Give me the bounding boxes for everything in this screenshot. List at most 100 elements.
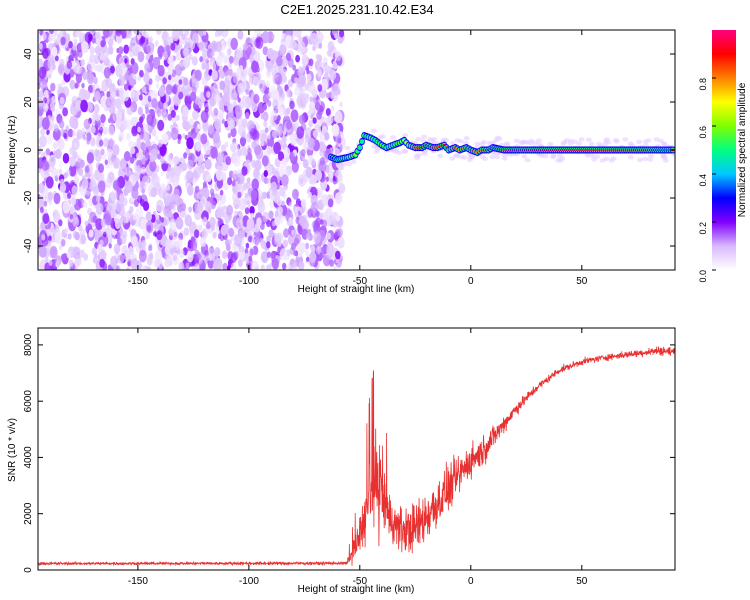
noise-speckle: [194, 69, 202, 82]
ridge-halo: [589, 153, 596, 159]
noise-speckle: [146, 257, 152, 266]
noise-speckle: [104, 200, 110, 208]
noise-speckle: [325, 217, 332, 227]
noise-speckle: [198, 30, 205, 37]
noise-speckle: [186, 250, 194, 263]
noise-speckle: [47, 191, 54, 201]
noise-speckle: [325, 92, 330, 99]
noise-speckle: [246, 222, 254, 235]
noise-speckle: [313, 231, 321, 244]
noise-speckle: [84, 220, 89, 227]
noise-speckle: [267, 134, 271, 140]
noise-speckle: [247, 147, 252, 155]
noise-speckle: [178, 261, 185, 270]
noise-speckle: [49, 246, 58, 259]
noise-speckle: [109, 65, 115, 74]
noise-speckle: [262, 111, 269, 122]
noise-speckle: [245, 89, 249, 95]
noise-speckle: [86, 152, 94, 164]
noise-speckle: [128, 48, 135, 58]
spectrogram-noise: [38, 30, 675, 270]
noise-speckle: [96, 64, 102, 73]
noise-speckle: [334, 115, 339, 122]
noise-speckle: [278, 106, 284, 117]
noise-speckle: [125, 133, 131, 141]
spectrogram-ridge: [328, 132, 675, 164]
noise-speckle: [236, 47, 244, 59]
noise-speckle: [159, 145, 167, 156]
noise-speckle: [49, 30, 54, 35]
ridge-halo: [522, 140, 529, 145]
noise-speckle: [200, 110, 209, 123]
noise-speckle: [266, 48, 274, 60]
noise-speckle: [123, 151, 131, 162]
noise-speckle: [289, 132, 298, 146]
noise-speckle: [312, 45, 316, 52]
snr-x-tick-label: -50: [353, 576, 368, 587]
noise-speckle: [314, 101, 321, 111]
ridge-halo: [494, 154, 501, 160]
noise-speckle: [316, 68, 323, 77]
noise-speckle: [167, 153, 174, 163]
noise-speckle: [210, 111, 215, 118]
noise-speckle: [286, 88, 292, 98]
noise-speckle: [250, 212, 255, 219]
noise-speckle: [104, 214, 112, 226]
noise-speckle: [127, 261, 131, 267]
noise-speckle: [205, 255, 210, 262]
noise-speckle: [251, 140, 257, 150]
noise-speckle: [242, 148, 249, 157]
noise-speckle: [209, 216, 216, 228]
noise-speckle: [39, 135, 47, 148]
noise-speckle: [94, 118, 101, 128]
ridge-halo: [513, 138, 520, 143]
noise-speckle: [202, 122, 209, 132]
noise-speckle: [130, 146, 136, 155]
noise-speckle: [79, 249, 86, 258]
ridge-halo: [402, 133, 409, 138]
noise-speckle: [40, 221, 46, 230]
noise-speckle: [146, 45, 151, 54]
noise-speckle: [185, 170, 194, 183]
noise-speckle: [219, 219, 223, 226]
noise-speckle: [143, 131, 150, 142]
noise-speckle: [118, 164, 127, 177]
noise-speckle: [44, 89, 49, 97]
ridge-halo: [463, 136, 470, 141]
noise-speckle: [270, 250, 276, 260]
noise-speckle: [307, 191, 312, 199]
ridge-halo: [662, 158, 669, 163]
noise-speckle: [41, 234, 46, 241]
noise-speckle: [320, 78, 328, 91]
ridge-halo: [559, 156, 566, 161]
noise-speckle: [139, 69, 144, 78]
noise-speckle: [177, 204, 183, 213]
noise-speckle: [149, 154, 155, 162]
noise-speckle: [97, 243, 103, 253]
noise-speckle: [182, 56, 191, 69]
noise-speckle: [198, 224, 203, 231]
noise-speckle: [187, 159, 194, 170]
noise-speckle: [126, 30, 132, 39]
noise-speckle: [280, 158, 288, 169]
snr-x-tick-label: -100: [239, 576, 259, 587]
noise-speckle: [137, 51, 145, 63]
noise-speckle: [242, 42, 248, 51]
noise-speckle: [160, 95, 167, 104]
ridge-halo: [496, 136, 503, 141]
noise-speckle: [288, 151, 295, 161]
noise-speckle: [272, 129, 278, 139]
noise-speckle: [223, 213, 228, 221]
noise-speckle: [249, 206, 255, 215]
noise-speckle: [120, 234, 127, 245]
noise-speckle: [200, 213, 205, 220]
noise-speckle: [57, 83, 63, 92]
noise-speckle: [84, 90, 91, 100]
noise-speckle: [190, 240, 198, 251]
noise-speckle: [160, 156, 165, 165]
noise-speckle: [69, 213, 74, 220]
noise-speckle: [42, 213, 50, 225]
noise-speckle: [298, 114, 305, 125]
colorbar-tick-label: 0.6: [698, 126, 708, 139]
noise-speckle: [287, 58, 294, 68]
